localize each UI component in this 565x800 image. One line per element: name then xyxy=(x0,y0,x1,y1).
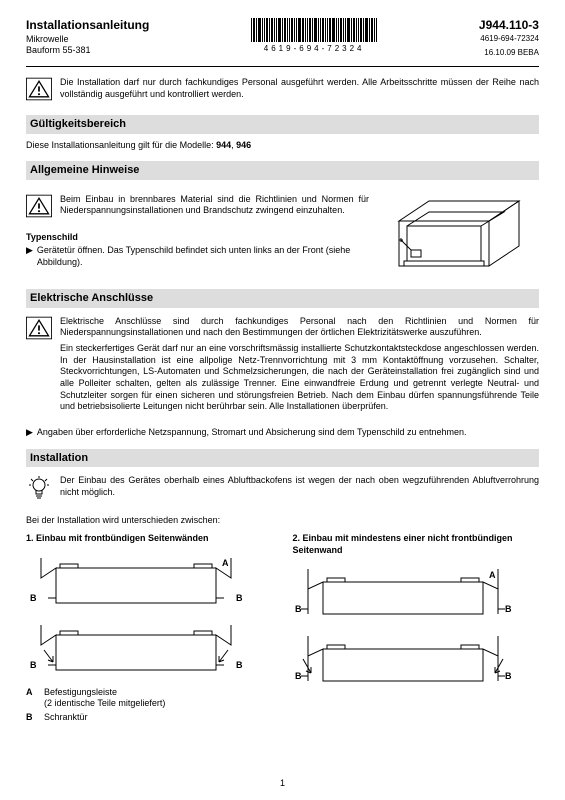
svg-text:A: A xyxy=(489,570,496,580)
electrical-body-text: Ein steckerfertiges Gerät darf nur an ei… xyxy=(60,343,539,413)
typenschild-text: Gerätetür öffnen. Das Typenschild befind… xyxy=(37,245,369,268)
header-center: 4619-694-72324 xyxy=(251,18,377,54)
legend-b-text: Schranktür xyxy=(44,712,88,724)
warning-icon xyxy=(26,77,52,101)
install-col-1: 1. Einbau mit frontbündigen Seitenwänden… xyxy=(26,533,273,726)
install-diagram-2a: A B B xyxy=(293,564,513,619)
doc-date: 16.10.09 BEBA xyxy=(479,48,539,58)
general-two-col: Beim Einbau in brennbares Material sind … xyxy=(26,186,539,280)
svg-text:B: B xyxy=(236,660,243,670)
header-right: J944.110-3 4619-694-72324 16.10.09 BEBA xyxy=(479,18,539,58)
svg-text:B: B xyxy=(295,671,302,681)
header-left: Installationsanleitung Mikrowelle Baufor… xyxy=(26,18,149,57)
lightbulb-icon xyxy=(26,475,52,501)
header-rule xyxy=(26,66,539,67)
section-installation-title: Installation xyxy=(26,449,539,467)
legend-a-text: Befestigungsleiste xyxy=(44,687,117,697)
appliance-diagram xyxy=(389,186,539,276)
svg-text:B: B xyxy=(236,593,243,603)
warning-icon xyxy=(26,194,52,218)
legend-key-b: B xyxy=(26,712,38,724)
svg-text:B: B xyxy=(505,671,512,681)
doc-title: Installationsanleitung xyxy=(26,18,149,34)
electrical-warning-text: Elektrische Anschlüsse sind durch fachku… xyxy=(60,316,539,338)
top-warning-block: Die Installation darf nur durch fachkund… xyxy=(26,77,539,101)
doc-partno: 4619-694-72324 xyxy=(479,34,539,44)
legend: A Befestigungsleiste (2 identische Teile… xyxy=(26,687,273,724)
install-diagram-1a: A B B xyxy=(26,553,246,608)
section-validity-title: Gültigkeitsbereich xyxy=(26,115,539,133)
legend-a-group: Befestigungsleiste (2 identische Teile m… xyxy=(44,687,165,710)
document-header: Installationsanleitung Mikrowelle Baufor… xyxy=(26,18,539,58)
typenschild-label: Typenschild xyxy=(26,232,369,244)
legend-a-text2: (2 identische Teile mitgeliefert) xyxy=(44,698,165,708)
general-warning-text: Beim Einbau in brennbares Material sind … xyxy=(60,194,369,217)
doc-id: J944.110-3 xyxy=(479,18,539,34)
install-columns: 1. Einbau mit frontbündigen Seitenwänden… xyxy=(26,533,539,726)
install-col-2-title: 2. Einbau mit mindestens einer nicht fro… xyxy=(293,533,540,556)
install-col-1-title: 1. Einbau mit frontbündigen Seitenwänden xyxy=(26,533,273,545)
general-warning-block: Beim Einbau in brennbares Material sind … xyxy=(26,194,369,218)
installation-tip-block: Der Einbau des Gerätes oberhalb eines Ab… xyxy=(26,475,539,501)
barcode-graphic xyxy=(251,18,377,42)
doc-subtitle-1: Mikrowelle xyxy=(26,34,149,46)
install-col-2: 2. Einbau mit mindestens einer nicht fro… xyxy=(293,533,540,726)
barcode-text: 4619-694-72324 xyxy=(251,44,377,54)
installation-intro: Bei der Installation wird unterschieden … xyxy=(26,515,539,527)
svg-text:B: B xyxy=(30,593,37,603)
bullet-icon: ▶ xyxy=(26,427,33,439)
install-diagram-2b: B B xyxy=(293,631,513,686)
svg-text:A: A xyxy=(222,558,229,568)
typenschild-bullet: ▶ Gerätetür öffnen. Das Typenschild befi… xyxy=(26,245,369,268)
svg-text:B: B xyxy=(30,660,37,670)
page-number: 1 xyxy=(280,778,285,790)
electrical-bullet: ▶ Angaben über erforderliche Netzspannun… xyxy=(26,427,539,439)
installation-tip-text: Der Einbau des Gerätes oberhalb eines Ab… xyxy=(60,475,539,498)
warning-icon xyxy=(26,316,52,340)
electrical-warning-block: Elektrische Anschlüsse sind durch fachku… xyxy=(26,316,539,414)
electrical-warning-group: Elektrische Anschlüsse sind durch fachku… xyxy=(60,316,539,414)
section-electrical-title: Elektrische Anschlüsse xyxy=(26,289,539,307)
svg-text:B: B xyxy=(505,604,512,614)
validity-text: Diese Installationsanleitung gilt für di… xyxy=(26,140,539,152)
electrical-bullet-text: Angaben über erforderliche Netzspannung,… xyxy=(37,427,467,439)
legend-key-a: A xyxy=(26,687,38,710)
svg-text:B: B xyxy=(295,604,302,614)
doc-subtitle-2: Bauform 55-381 xyxy=(26,45,149,57)
top-warning-text: Die Installation darf nur durch fachkund… xyxy=(60,77,539,100)
section-general-title: Allgemeine Hinweise xyxy=(26,161,539,179)
install-diagram-1b: B B xyxy=(26,620,246,675)
bullet-icon: ▶ xyxy=(26,245,33,268)
